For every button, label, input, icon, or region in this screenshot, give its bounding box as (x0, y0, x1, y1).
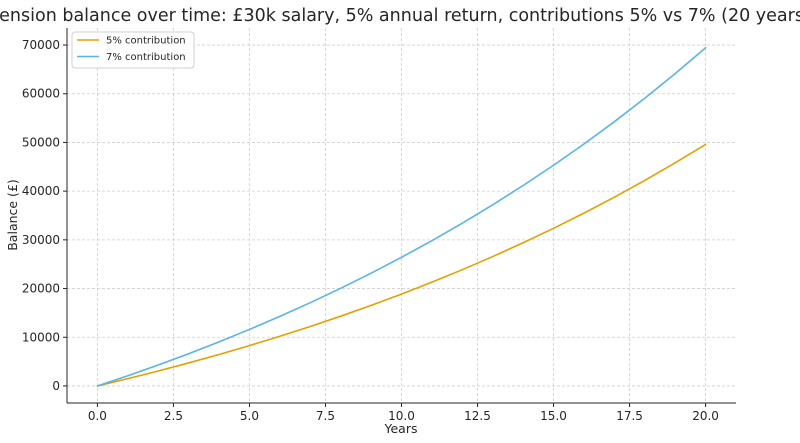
x-ticks: 0.0 2.5 5.0 7.5 10.0 12.5 15.0 17.5 20.0 (88, 403, 719, 423)
y-ticks: 0 10000 20000 30000 40000 50000 60000 70000 (22, 38, 67, 393)
y-tick-label: 0 (52, 379, 60, 393)
grid (67, 28, 736, 403)
x-tick-label: 12.5 (464, 409, 491, 423)
y-axis-label: Balance (£) (5, 179, 20, 251)
y-tick-label: 40000 (22, 184, 60, 198)
y-tick-label: 70000 (22, 38, 60, 52)
x-tick-label: 20.0 (692, 409, 719, 423)
x-tick-label: 17.5 (616, 409, 643, 423)
y-tick-label: 20000 (22, 282, 60, 296)
x-tick-label: 7.5 (316, 409, 335, 423)
y-tick-label: 60000 (22, 87, 60, 101)
legend-label-1: 5% contribution (106, 36, 186, 47)
legend-box (71, 31, 195, 69)
legend-label-2: 7% contribution (106, 52, 186, 63)
x-tick-label: 0.0 (88, 409, 107, 423)
y-tick-label: 30000 (22, 233, 60, 247)
series-line-1 (96, 143, 707, 387)
x-tick-label: 5.0 (240, 409, 259, 423)
y-tick-label: 50000 (22, 135, 60, 149)
chart-title: Pension balance over time: £30k salary, … (0, 6, 800, 26)
y-tick-label: 10000 (22, 330, 60, 344)
x-axis-label: Years (384, 421, 418, 436)
x-tick-label: 15.0 (540, 409, 567, 423)
x-tick-label: 10.0 (388, 409, 415, 423)
series-line-2 (96, 46, 707, 387)
x-tick-label: 2.5 (164, 409, 183, 423)
legend: 5% contribution 7% contribution (71, 31, 195, 69)
series-lines (96, 46, 707, 387)
